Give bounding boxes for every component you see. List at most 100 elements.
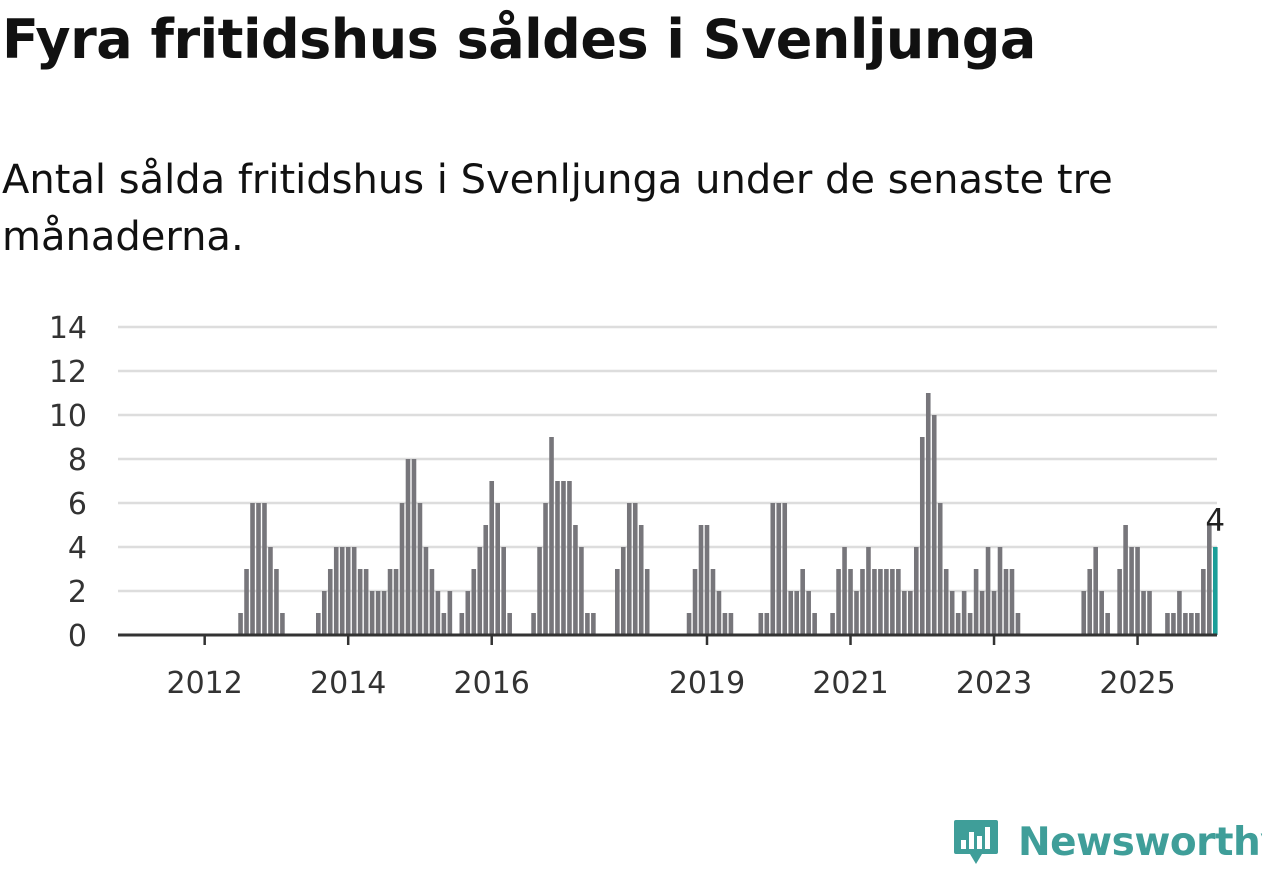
bar <box>979 591 985 635</box>
bar <box>716 591 722 635</box>
x-tick-label: 2021 <box>812 666 888 701</box>
y-tick-label: 14 <box>49 311 87 346</box>
bar <box>351 547 357 635</box>
bar <box>884 569 889 635</box>
bar <box>483 525 489 635</box>
bar <box>435 591 441 635</box>
bar <box>806 591 811 635</box>
bar <box>567 481 572 635</box>
x-tick-label: 2025 <box>1099 666 1175 701</box>
bar <box>1189 613 1194 635</box>
bar <box>931 415 937 635</box>
bar <box>327 569 333 635</box>
bar <box>632 503 638 635</box>
newsworthy-logo-text: Newsworthy <box>1018 819 1262 865</box>
bar <box>357 569 363 635</box>
x-tick-label: 2012 <box>167 666 243 701</box>
bar <box>812 613 817 635</box>
bar <box>626 503 632 635</box>
bar <box>316 613 321 635</box>
bar <box>902 591 907 635</box>
bar <box>495 503 500 635</box>
bar <box>698 525 704 635</box>
x-tick-label: 2023 <box>956 666 1032 701</box>
bar <box>1087 569 1093 635</box>
bar <box>333 547 339 635</box>
bar <box>393 569 399 635</box>
bar <box>955 613 961 635</box>
bar <box>644 569 650 635</box>
y-tick-label: 8 <box>68 443 87 478</box>
chart-title: Fyra fritidshus såldes i Svenljunga <box>2 8 1036 71</box>
bar <box>549 437 554 635</box>
bar <box>878 569 883 635</box>
bar <box>961 591 967 635</box>
bar <box>872 569 877 635</box>
bar <box>1171 613 1176 635</box>
bar <box>782 503 788 635</box>
x-tick-label: 2014 <box>310 666 386 701</box>
bar <box>555 481 560 635</box>
bar <box>507 613 512 635</box>
bar <box>417 503 423 635</box>
bar <box>836 569 841 635</box>
bar <box>477 547 483 635</box>
bar <box>471 569 477 635</box>
bar <box>967 613 973 635</box>
bar <box>244 569 249 635</box>
bar <box>997 547 1003 635</box>
bar <box>620 547 626 635</box>
y-tick-label: 10 <box>49 399 87 434</box>
bar <box>1129 547 1134 635</box>
bar <box>531 613 536 635</box>
bar <box>638 525 644 635</box>
bar <box>1105 613 1110 635</box>
bar <box>1165 613 1170 635</box>
bar <box>937 503 943 635</box>
bar <box>459 613 465 635</box>
bar <box>710 569 716 635</box>
bar <box>919 437 925 635</box>
bar <box>848 569 853 635</box>
bar <box>1207 525 1212 635</box>
bar <box>830 613 835 635</box>
bar <box>369 591 375 635</box>
y-axis-ticks: 0 2 4 6 8 10 12 14 <box>49 311 87 654</box>
bar <box>800 569 805 635</box>
bar <box>770 503 776 635</box>
bars <box>238 393 1218 635</box>
bar <box>1123 525 1128 635</box>
bar <box>375 591 381 635</box>
bar <box>949 591 955 635</box>
bar <box>943 569 949 635</box>
bar <box>991 591 997 635</box>
bar <box>250 503 255 635</box>
x-axis-ticks: 2012 2014 2016 2019 2021 2023 2025 <box>167 635 1176 701</box>
bar <box>908 591 913 635</box>
bar <box>728 613 734 635</box>
bar <box>866 547 871 635</box>
bar <box>890 569 895 635</box>
data-labels: 4 <box>1205 503 1225 539</box>
bar <box>896 569 901 635</box>
newsworthy-logo: Newsworthy <box>952 818 1262 866</box>
bar <box>854 591 859 635</box>
newsworthy-logo-icon <box>954 820 998 864</box>
bar <box>447 591 453 635</box>
bar <box>339 547 345 635</box>
bar <box>776 503 782 635</box>
bar <box>363 569 369 635</box>
bar <box>280 613 285 635</box>
bar <box>345 547 351 635</box>
bar <box>1117 569 1122 635</box>
bar <box>1177 591 1182 635</box>
bar <box>381 591 387 635</box>
bar <box>1009 569 1015 635</box>
bar <box>788 591 794 635</box>
bar <box>1015 613 1021 635</box>
chart-subtitle: Antal sålda fritidshus i Svenljunga unde… <box>2 157 1113 260</box>
bar <box>1135 547 1140 635</box>
bar <box>262 503 267 635</box>
bar <box>686 613 692 635</box>
bar <box>914 547 919 635</box>
